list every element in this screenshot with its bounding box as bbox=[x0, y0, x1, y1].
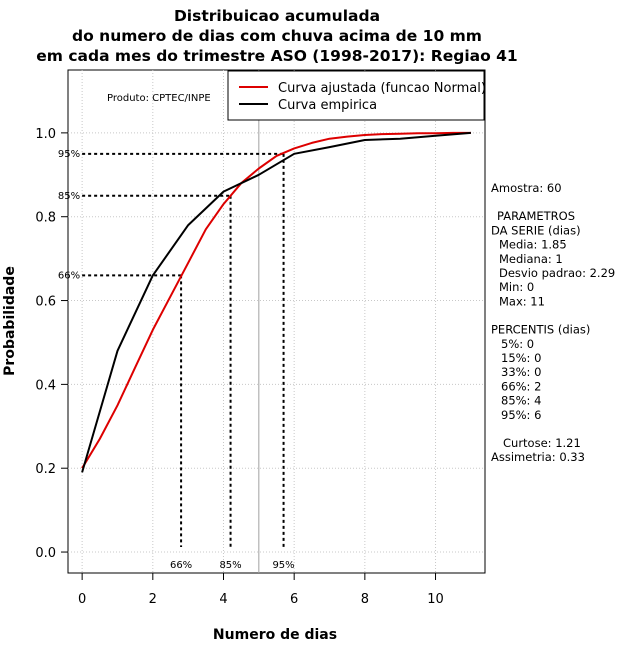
chart-title-line-1: Distribuicao acumulada bbox=[174, 7, 380, 25]
statistics-line: 95%: 6 bbox=[501, 408, 541, 422]
statistics-line: PARAMETROS bbox=[497, 209, 575, 223]
statistics-line: Media: 1.85 bbox=[499, 238, 567, 252]
statistics-line: 85%: 4 bbox=[501, 394, 541, 408]
x-tick-label: 10 bbox=[427, 592, 444, 607]
legend-label-empirical: Curva empirica bbox=[278, 98, 377, 113]
y-tick-label: 0.2 bbox=[35, 462, 56, 477]
statistics-line: 33%: 0 bbox=[501, 365, 541, 379]
x-tick-label: 2 bbox=[149, 592, 157, 607]
chart-title-line-3: em cada mes do trimestre ASO (1998-2017)… bbox=[36, 47, 517, 65]
statistics-line: Min: 0 bbox=[499, 280, 534, 294]
percentile-label-y: 95% bbox=[58, 149, 80, 160]
statistics-line: Desvio padrao: 2.29 bbox=[499, 266, 615, 280]
statistics-line: Max: 11 bbox=[499, 294, 545, 308]
statistics-line: PERCENTIS (dias) bbox=[491, 323, 590, 337]
y-tick-label: 0.4 bbox=[35, 378, 56, 393]
y-axis-title: Probabilidade bbox=[2, 266, 18, 376]
statistics-line: Curtose: 1.21 bbox=[503, 436, 581, 450]
fitted-normal-curve bbox=[81, 131, 471, 469]
y-tick-label: 0.0 bbox=[35, 546, 56, 561]
statistics-line: Assimetria: 0.33 bbox=[491, 450, 585, 464]
x-axis-ticks: 0 2 4 6 8 10 bbox=[78, 573, 444, 607]
percentile-label-y: 66% bbox=[58, 270, 80, 281]
empirical-curve bbox=[81, 131, 471, 473]
y-tick-label: 0.6 bbox=[35, 295, 56, 310]
statistics-line: 66%: 2 bbox=[501, 379, 541, 393]
percentile-label-x: 85% bbox=[219, 560, 241, 571]
legend: Curva ajustada (funcao Normal) Curva emp… bbox=[227, 70, 486, 121]
x-tick-label: 8 bbox=[361, 592, 369, 607]
percentile-label-x: 66% bbox=[170, 560, 192, 571]
series-lines bbox=[81, 131, 471, 473]
x-tick-label: 4 bbox=[219, 592, 227, 607]
statistics-line: 15%: 0 bbox=[501, 351, 541, 365]
percentile-markers: 66% 66% 85% 85% 95% 95% bbox=[58, 149, 295, 571]
x-tick-label: 0 bbox=[78, 592, 86, 607]
legend-label-fitted: Curva ajustada (funcao Normal) bbox=[278, 81, 486, 96]
chart-title-line-2: do numero de dias com chuva acima de 10 … bbox=[72, 27, 482, 45]
y-tick-label: 1.0 bbox=[35, 127, 56, 142]
product-label: Produto: CPTEC/INPE bbox=[107, 93, 211, 104]
legend-box bbox=[227, 70, 485, 121]
y-tick-label: 0.8 bbox=[35, 211, 56, 226]
x-axis-title: Numero de dias bbox=[213, 627, 337, 643]
x-tick-label: 6 bbox=[290, 592, 298, 607]
percentile-label-y: 85% bbox=[58, 191, 80, 202]
statistics-line: Amostra: 60 bbox=[491, 181, 562, 195]
statistics-line: 5%: 0 bbox=[501, 337, 534, 351]
statistics-line: DA SERIE (dias) bbox=[491, 223, 581, 237]
percentile-label-x: 95% bbox=[272, 560, 294, 571]
plot-frame bbox=[67, 69, 486, 574]
statistics-line: Mediana: 1 bbox=[499, 252, 563, 266]
y-axis-ticks: 0.0 0.2 0.4 0.6 0.8 1.0 bbox=[35, 127, 68, 561]
